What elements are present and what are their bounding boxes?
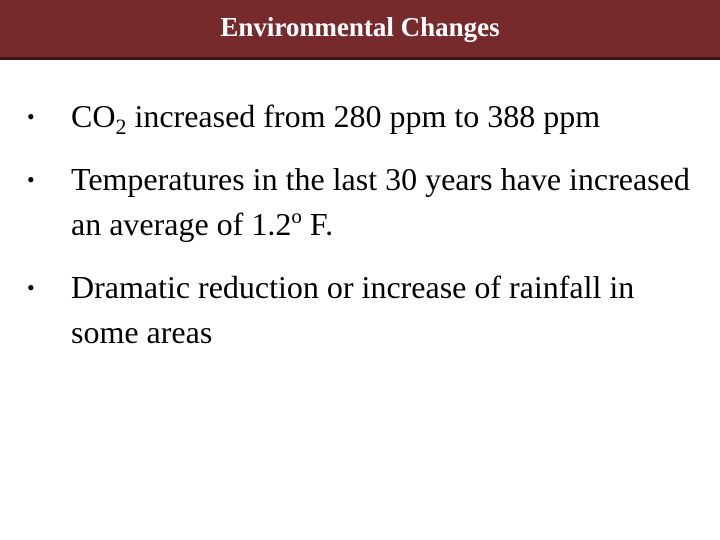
bullet-dot-icon: • — [27, 167, 35, 192]
bullet-item-temperature: • Temperatures in the last 30 years have… — [27, 157, 697, 247]
bullet-text: Dramatic reduction or increase of rainfa… — [71, 269, 635, 350]
bullet-dot-icon: • — [27, 275, 35, 300]
bullet-text: increased from 280 ppm to 388 ppm — [126, 98, 601, 134]
bullet-text: Temperatures in the last 30 years have i… — [71, 161, 690, 242]
title-bar: Environmental Changes — [0, 0, 720, 60]
bullet-text: CO — [71, 98, 116, 134]
bullet-dot-icon: • — [27, 104, 35, 129]
bullet-item-co2: • CO2 increased from 280 ppm to 388 ppm — [27, 94, 697, 139]
bullet-text: F. — [301, 206, 334, 242]
degree-superscript: o — [291, 204, 302, 228]
bullet-item-rainfall: • Dramatic reduction or increase of rain… — [27, 265, 697, 355]
slide-title: Environmental Changes — [220, 12, 500, 42]
bullet-list: • CO2 increased from 280 ppm to 388 ppm … — [27, 94, 697, 373]
subscript-2: 2 — [115, 114, 127, 139]
